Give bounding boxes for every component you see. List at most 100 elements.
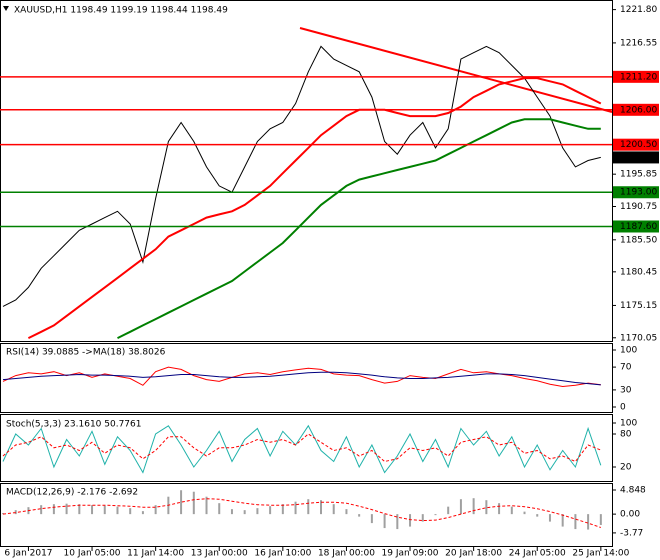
panel-frames	[0, 0, 613, 547]
histogram-bar	[91, 505, 94, 515]
level-label: 1200.50	[620, 140, 657, 150]
histogram-bar	[434, 514, 437, 516]
histogram-bar	[154, 505, 157, 515]
histogram-bar	[370, 514, 373, 524]
histogram-bar	[498, 503, 501, 515]
panel-title: RSI(14) 39.0885 ->MA(18) 38.8026	[6, 348, 166, 358]
histogram-bar	[281, 504, 284, 515]
histogram-bar	[78, 504, 81, 515]
y-tick-label: 1185.50	[620, 235, 657, 245]
histogram-bar	[587, 514, 590, 530]
level-label: 1193.00	[620, 188, 657, 198]
x-tick-label: 10 Jan 05:00	[64, 549, 121, 559]
y-tick-label: 1216.55	[620, 38, 657, 48]
level-box	[613, 220, 659, 233]
y-tick-label: 1180.45	[620, 267, 657, 277]
trend-line	[299, 27, 613, 113]
histogram-bar	[421, 514, 424, 522]
symbol-icon	[3, 6, 9, 11]
histogram-bar	[65, 503, 68, 515]
x-tick-label: 11 Jan 14:00	[127, 549, 184, 559]
histogram-bar	[472, 498, 475, 515]
level-label: 1187.60	[620, 222, 657, 232]
x-tick-label: 19 Jan 09:00	[382, 549, 439, 559]
y-tick-label: 4.848	[620, 485, 646, 495]
histogram-bar	[409, 514, 412, 527]
histogram-bar	[243, 510, 246, 515]
histogram-bar	[103, 505, 106, 515]
panel-title: MACD(12,26,9) -2.176 -2.692	[6, 488, 138, 498]
y-tick-label: 100	[620, 419, 637, 429]
histogram-bar	[269, 506, 272, 515]
series-line	[2, 424, 602, 474]
histogram-bar	[599, 514, 602, 525]
main-frame	[0, 0, 613, 342]
y-tick-label: 70	[620, 363, 632, 373]
level-box	[613, 138, 659, 151]
histogram-bar	[561, 514, 564, 527]
histogram-bar	[141, 511, 144, 515]
histogram-bar	[205, 496, 208, 515]
level-label: 1211.20	[620, 72, 657, 82]
panel-title: Stoch(5,3,3) 23.1610 50.7761	[6, 420, 141, 430]
histogram-bar	[332, 504, 335, 515]
x-tick-label: 25 Jan 14:00	[572, 549, 629, 559]
histogram-bar	[383, 514, 386, 529]
histogram-bar	[574, 514, 577, 530]
panel-title: XAUUSD,H1 1198.49 1199.19 1198.44 1198.4…	[14, 6, 228, 16]
y-tick-label: 80	[620, 430, 632, 440]
series-line	[117, 118, 601, 339]
y-tick-label: 30	[620, 385, 632, 395]
x-tick-label: 13 Jan 00:00	[191, 549, 248, 559]
histogram-bar	[307, 499, 310, 515]
x-tick-label: 20 Jan 18:00	[445, 549, 502, 559]
level-label: 1206.00	[620, 105, 657, 115]
y-tick-label: 0.00	[620, 510, 640, 520]
histogram-bar	[345, 509, 348, 515]
histogram-bar	[485, 500, 488, 515]
histogram-bar	[536, 514, 539, 517]
histogram-bar	[294, 501, 297, 515]
histogram-bar	[230, 509, 233, 515]
y-tick-label: 20	[620, 463, 632, 473]
last-price-box	[613, 151, 659, 164]
histogram-bar	[192, 491, 195, 515]
rsi-frame	[0, 343, 613, 413]
series-line	[2, 433, 601, 463]
macd-frame	[0, 483, 613, 547]
series-line	[2, 371, 601, 386]
series-line	[2, 498, 601, 528]
x-tick-label: 16 Jan 10:00	[254, 549, 311, 559]
level-box	[613, 186, 659, 199]
histogram-bar	[548, 514, 551, 522]
histogram-bar	[459, 499, 462, 515]
y-tick-label: 0	[620, 403, 626, 413]
x-tick-label: 18 Jan 00:00	[318, 549, 375, 559]
level-box	[613, 103, 659, 116]
level-box	[613, 70, 659, 83]
y-tick-label: 100	[620, 346, 637, 356]
x-tick-label: 6 Jan 2017	[4, 549, 52, 559]
stoch-frame	[0, 414, 613, 482]
y-tick-label: 1221.80	[620, 5, 657, 15]
plot-layer: XAUUSD,H1 1198.49 1199.19 1198.44 1198.4…	[0, 5, 659, 559]
x-tick-label: 24 Jan 05:00	[509, 549, 566, 559]
histogram-bar	[180, 490, 183, 515]
histogram-bar	[116, 506, 119, 515]
histogram-bar	[510, 506, 513, 515]
histogram-bar	[396, 514, 399, 530]
y-tick-label: 1190.75	[620, 202, 657, 212]
y-tick-label: 1195.85	[620, 170, 657, 180]
y-tick-label: 1175.15	[620, 301, 657, 311]
histogram-bar	[320, 500, 322, 515]
histogram-bar	[523, 511, 526, 515]
last-price-label: 1198.49	[620, 153, 657, 163]
histogram-bar	[129, 508, 132, 515]
y-tick-label: 1170.05	[620, 333, 657, 343]
y-tick-label: -3.77	[620, 528, 643, 538]
series-line	[27, 77, 602, 339]
histogram-bar	[40, 505, 43, 515]
histogram-bar	[358, 514, 361, 517]
